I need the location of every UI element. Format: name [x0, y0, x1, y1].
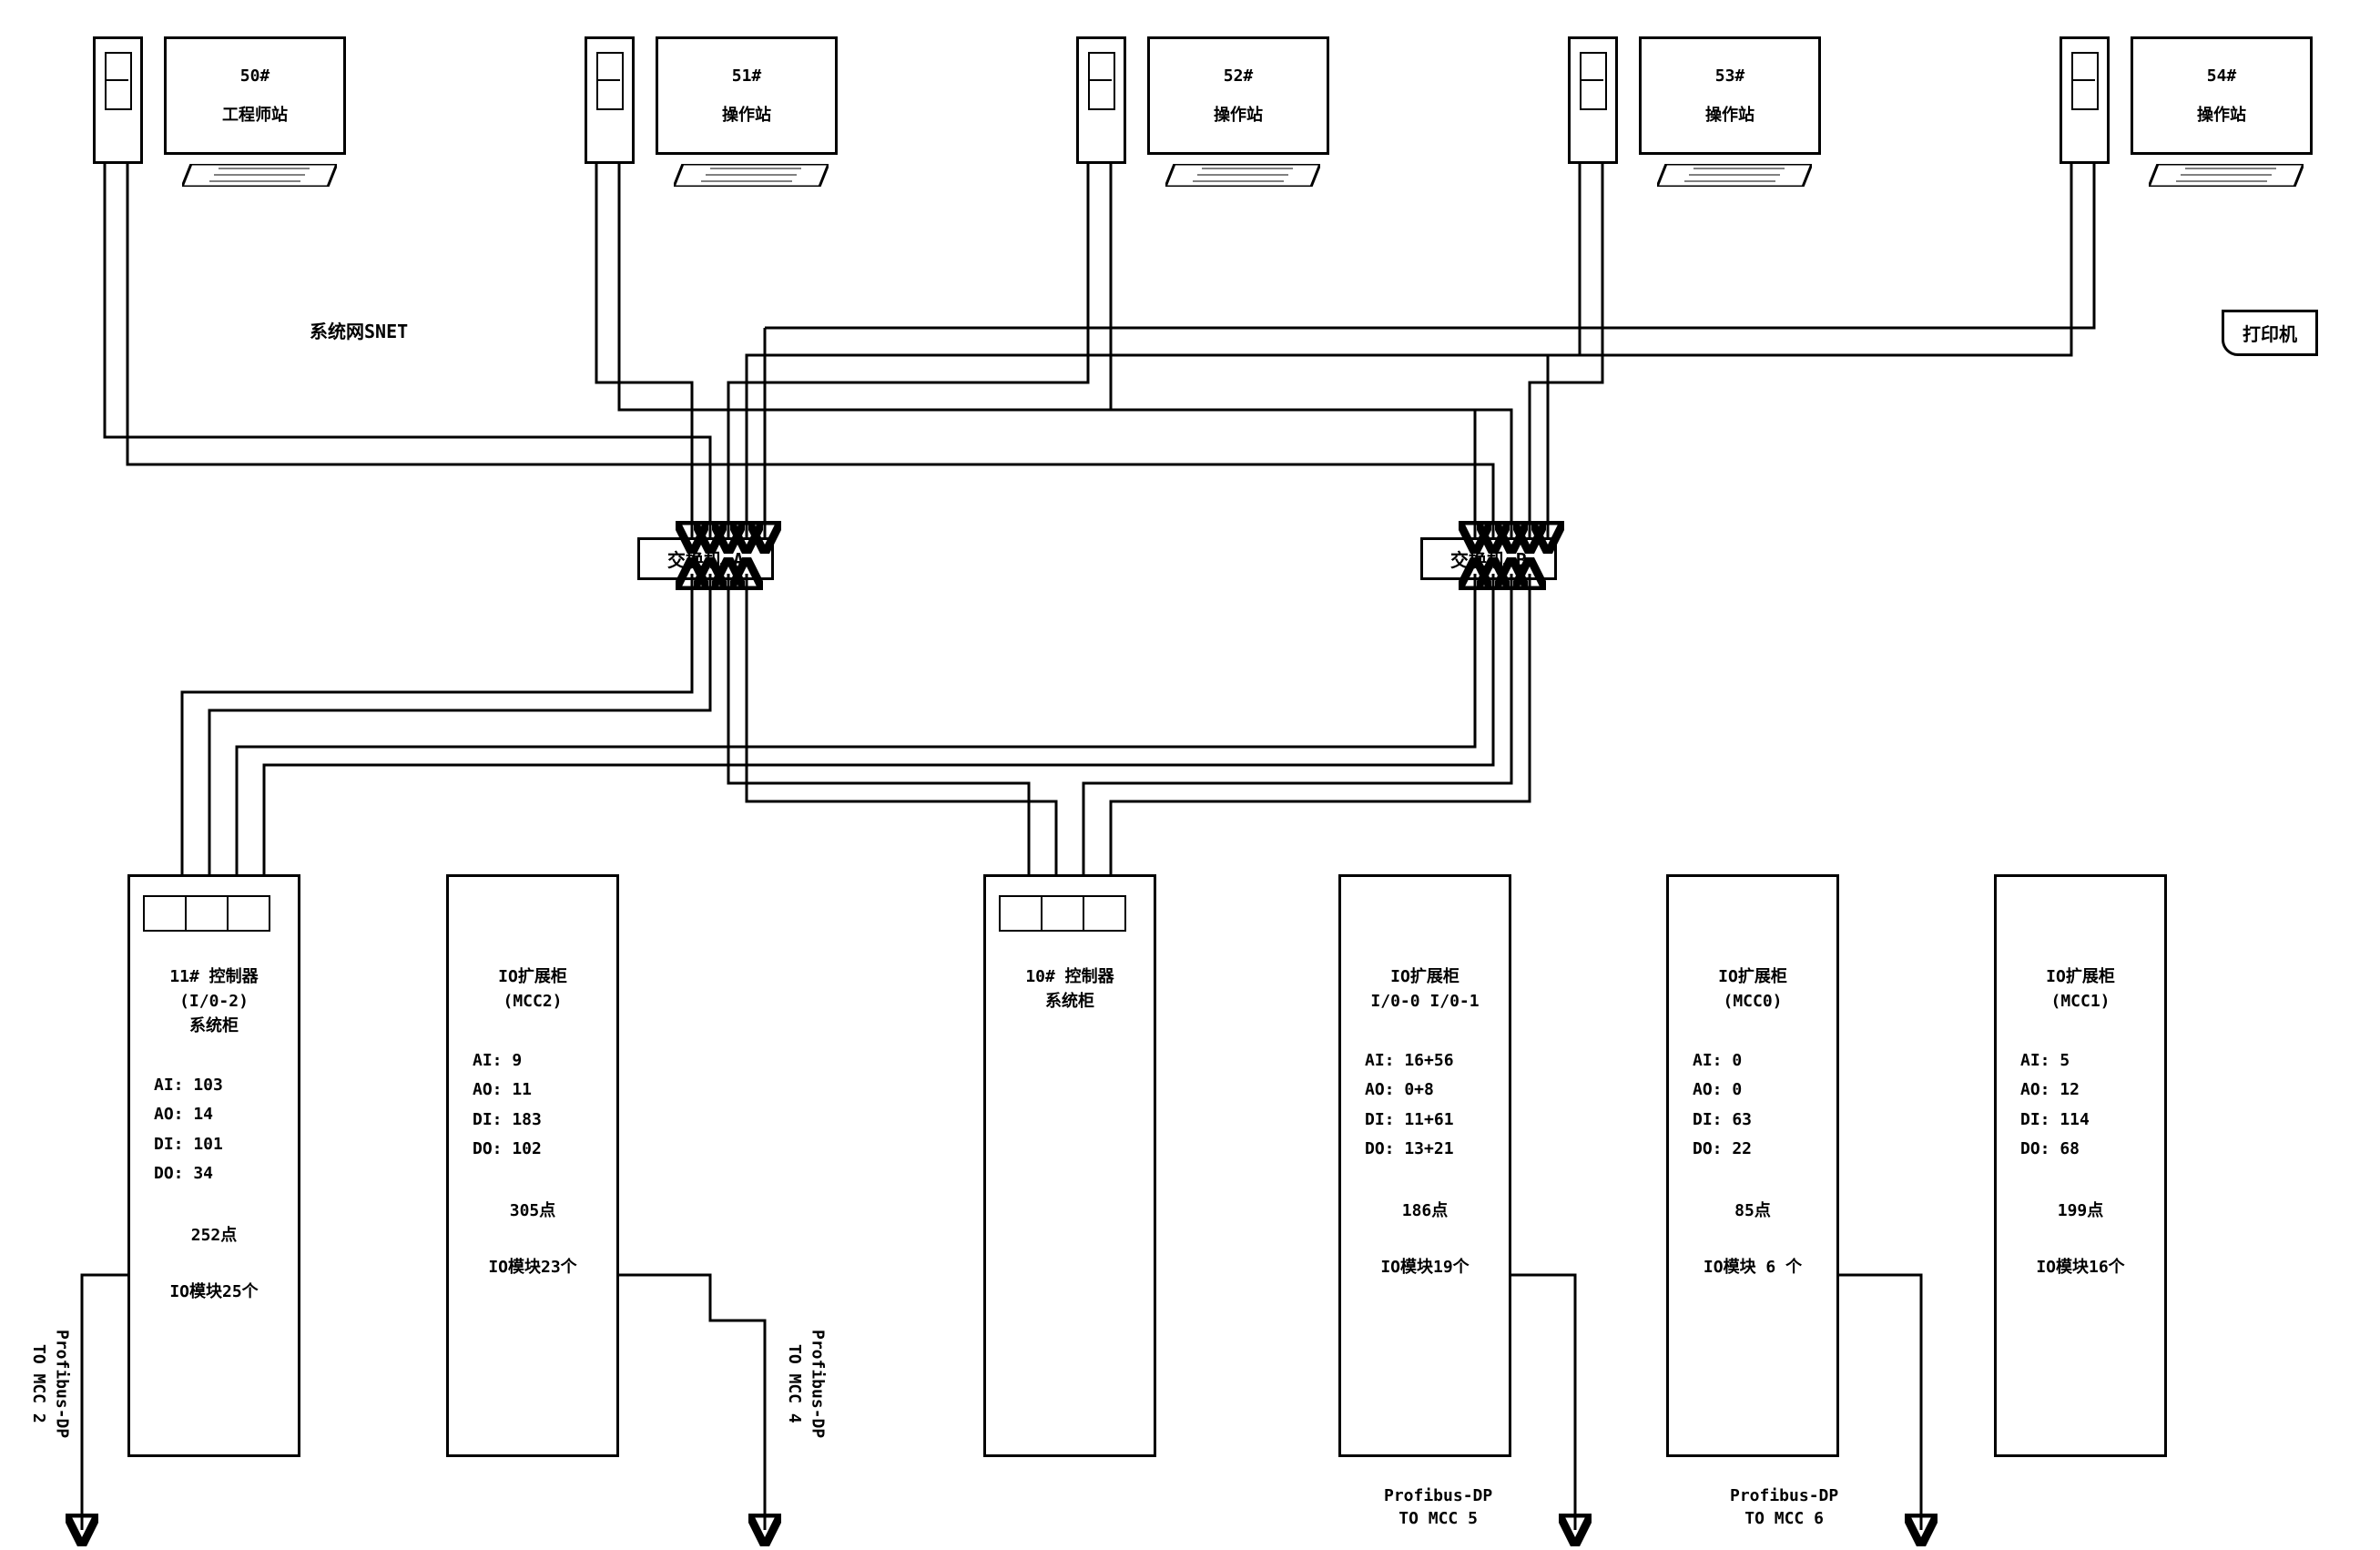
profibus-mcc2-label: Profibus-DP TO MCC 2 — [27, 1330, 73, 1438]
total-points: 199点 — [2009, 1198, 2151, 1221]
cabinet-io-mcc1: IO扩展柜 (MCC1) AI: 5 AO: 12 DI: 114 DO: 68… — [1994, 874, 2167, 1457]
switch-a: 交换机 A — [637, 537, 774, 580]
module-slot-icon — [999, 895, 1126, 932]
cabinet-header: IO扩展柜 (MCC2) — [462, 964, 604, 1014]
station-54: 54# 操作站 — [2131, 36, 2313, 155]
profibus-mcc4-label: Profibus-DP TO MCC 4 — [783, 1330, 829, 1438]
keyboard-icon — [674, 164, 829, 187]
keyboard-icon — [182, 164, 337, 187]
station-number: 52# — [1159, 66, 1317, 86]
cabinet-header: IO扩展柜 I/0-0 I/0-1 — [1354, 964, 1496, 1014]
tower-icon — [1076, 36, 1126, 164]
module-count: IO模块16个 — [2009, 1254, 2151, 1278]
station-role: 操作站 — [1651, 102, 1809, 126]
station-number: 50# — [176, 66, 334, 86]
monitor: 51# 操作站 — [656, 36, 838, 155]
keyboard-icon — [1165, 164, 1320, 187]
switch-b: 交换机 B — [1420, 537, 1557, 580]
io-counts: AI: 0 AO: 0 DI: 63 DO: 22 — [1682, 1046, 1824, 1165]
total-points: 85点 — [1682, 1198, 1824, 1221]
io-counts: AI: 16+56 AO: 0+8 DI: 11+61 DO: 13+21 — [1354, 1046, 1496, 1165]
profibus-mcc6-label: Profibus-DP TO MCC 6 — [1730, 1484, 1838, 1530]
cabinet-11-controller: 11# 控制器 (I/0-2) 系统柜 AI: 103 AO: 14 DI: 1… — [127, 874, 300, 1457]
tower-icon — [2060, 36, 2110, 164]
total-points: 305点 — [462, 1198, 604, 1221]
module-count: IO模块19个 — [1354, 1254, 1496, 1278]
station-53: 53# 操作站 — [1639, 36, 1821, 155]
keyboard-icon — [1657, 164, 1812, 187]
tower-icon — [585, 36, 635, 164]
monitor: 53# 操作站 — [1639, 36, 1821, 155]
station-50: 50# 工程师站 — [164, 36, 346, 155]
total-points: 186点 — [1354, 1198, 1496, 1221]
module-count: IO模块 6 个 — [1682, 1254, 1824, 1278]
module-count: IO模块25个 — [143, 1279, 285, 1302]
cabinet-header: 11# 控制器 (I/0-2) 系统柜 — [143, 964, 285, 1038]
station-role: 操作站 — [667, 102, 826, 126]
cabinet-header: 10# 控制器 系统柜 — [999, 964, 1141, 1014]
monitor: 54# 操作站 — [2131, 36, 2313, 155]
keyboard-icon — [2149, 164, 2304, 187]
station-number: 53# — [1651, 66, 1809, 86]
profibus-mcc5-label: Profibus-DP TO MCC 5 — [1384, 1484, 1492, 1530]
cabinet-header: IO扩展柜 (MCC1) — [2009, 964, 2151, 1014]
total-points: 252点 — [143, 1222, 285, 1246]
station-51: 51# 操作站 — [656, 36, 838, 155]
monitor: 52# 操作站 — [1147, 36, 1329, 155]
snet-label: 系统网SNET — [310, 317, 408, 343]
tower-icon — [93, 36, 143, 164]
io-counts: AI: 9 AO: 11 DI: 183 DO: 102 — [462, 1046, 604, 1165]
cabinet-10-controller: 10# 控制器 系统柜 — [983, 874, 1156, 1457]
station-number: 51# — [667, 66, 826, 86]
cabinet-header: IO扩展柜 (MCC0) — [1682, 964, 1824, 1014]
station-role: 工程师站 — [176, 102, 334, 126]
station-role: 操作站 — [1159, 102, 1317, 126]
station-number: 54# — [2142, 66, 2301, 86]
cabinet-io-01: IO扩展柜 I/0-0 I/0-1 AI: 16+56 AO: 0+8 DI: … — [1338, 874, 1511, 1457]
io-counts: AI: 103 AO: 14 DI: 101 DO: 34 — [143, 1071, 285, 1189]
module-count: IO模块23个 — [462, 1254, 604, 1278]
monitor: 50# 工程师站 — [164, 36, 346, 155]
cabinet-io-mcc0: IO扩展柜 (MCC0) AI: 0 AO: 0 DI: 63 DO: 22 8… — [1666, 874, 1839, 1457]
cabinet-io-mcc2: IO扩展柜 (MCC2) AI: 9 AO: 11 DI: 183 DO: 10… — [446, 874, 619, 1457]
tower-icon — [1568, 36, 1618, 164]
printer-label: 打印机 — [2222, 310, 2318, 356]
io-counts: AI: 5 AO: 12 DI: 114 DO: 68 — [2009, 1046, 2151, 1165]
station-role: 操作站 — [2142, 102, 2301, 126]
module-slot-icon — [143, 895, 270, 932]
station-52: 52# 操作站 — [1147, 36, 1329, 155]
